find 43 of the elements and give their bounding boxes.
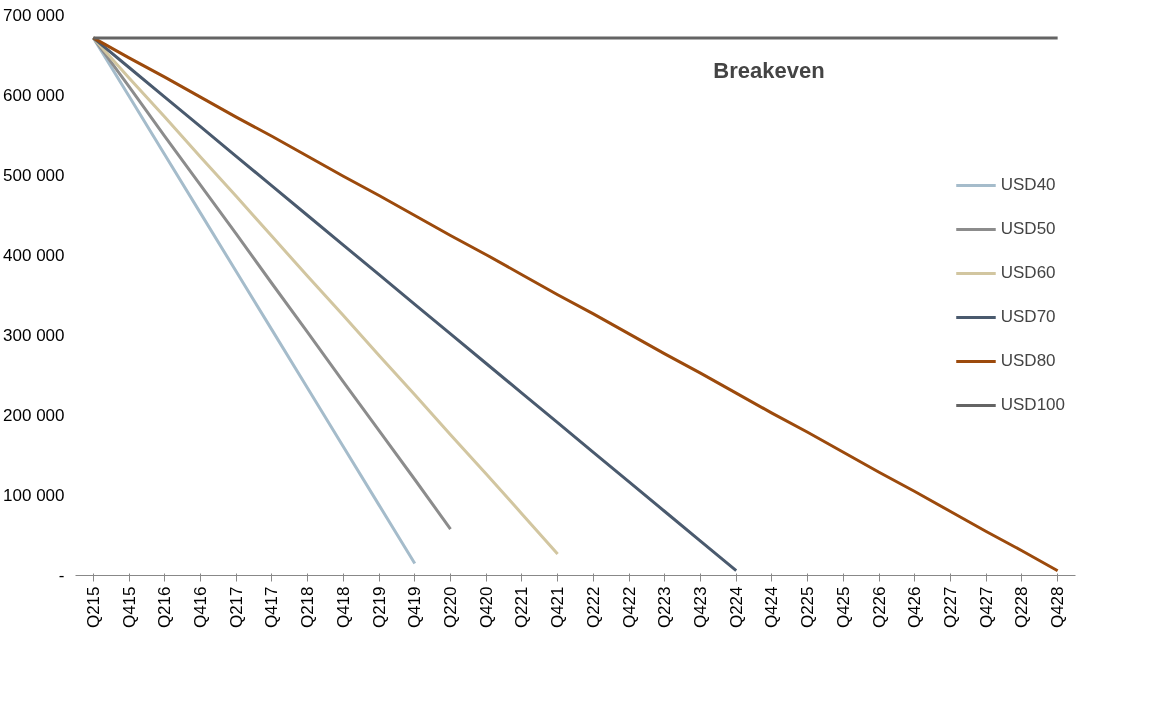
x-tick-label: Q215 <box>83 586 103 629</box>
x-tick-label: Q219 <box>369 586 389 629</box>
x-tick-label: Q216 <box>155 586 175 629</box>
x-tick-label: Q220 <box>441 586 460 629</box>
y-tick-label: 200 000 <box>3 406 65 425</box>
x-tick-label: Q427 <box>976 586 996 629</box>
legend-label: USD60 <box>1000 263 1056 283</box>
y-tick-label: 100 000 <box>3 486 65 505</box>
legend-label: USD50 <box>1000 219 1056 239</box>
x-tick-label: Q424 <box>762 586 782 629</box>
x-tick-label: Q224 <box>726 586 746 629</box>
x-tick-label: Q217 <box>226 586 246 629</box>
y-tick-label: 500 000 <box>3 166 65 185</box>
legend-label: USD70 <box>1000 307 1056 327</box>
x-tick-label: Q218 <box>298 586 318 629</box>
x-tick-label: Q421 <box>548 586 568 629</box>
x-tick-label: Q223 <box>655 586 675 629</box>
x-tick-label: Q419 <box>405 586 425 629</box>
x-tick-label: Q227 <box>941 586 960 629</box>
x-tick-label: Q225 <box>798 586 818 629</box>
x-tick-label: Q418 <box>333 586 353 629</box>
legend-label: USD100 <box>1000 395 1065 415</box>
legend-label: USD80 <box>1000 351 1056 371</box>
x-tick-label: Q425 <box>833 586 853 629</box>
y-tick-label: 400 000 <box>3 246 65 265</box>
x-tick-label: Q423 <box>691 586 710 629</box>
x-tick-label: Q416 <box>191 586 210 629</box>
legend-label: USD40 <box>1000 175 1056 195</box>
y-tick-label: 700 000 <box>3 6 65 25</box>
y-tick-label: - <box>58 566 65 585</box>
x-tick-label: Q422 <box>619 586 639 629</box>
x-tick-label: Q221 <box>512 586 532 629</box>
annotation: Breakeven <box>713 57 825 83</box>
x-tick-label: Q417 <box>262 586 282 629</box>
x-tick-label: Q428 <box>1048 586 1068 629</box>
y-tick-label: 300 000 <box>3 326 65 345</box>
x-tick-label: Q415 <box>119 586 139 629</box>
x-tick-label: Q228 <box>1012 586 1032 629</box>
x-tick-label: Q420 <box>476 586 496 629</box>
x-tick-label: Q222 <box>583 586 603 629</box>
x-tick-label: Q226 <box>869 586 889 629</box>
x-tick-label: Q426 <box>905 586 925 629</box>
y-tick-label: 600 000 <box>3 86 65 105</box>
